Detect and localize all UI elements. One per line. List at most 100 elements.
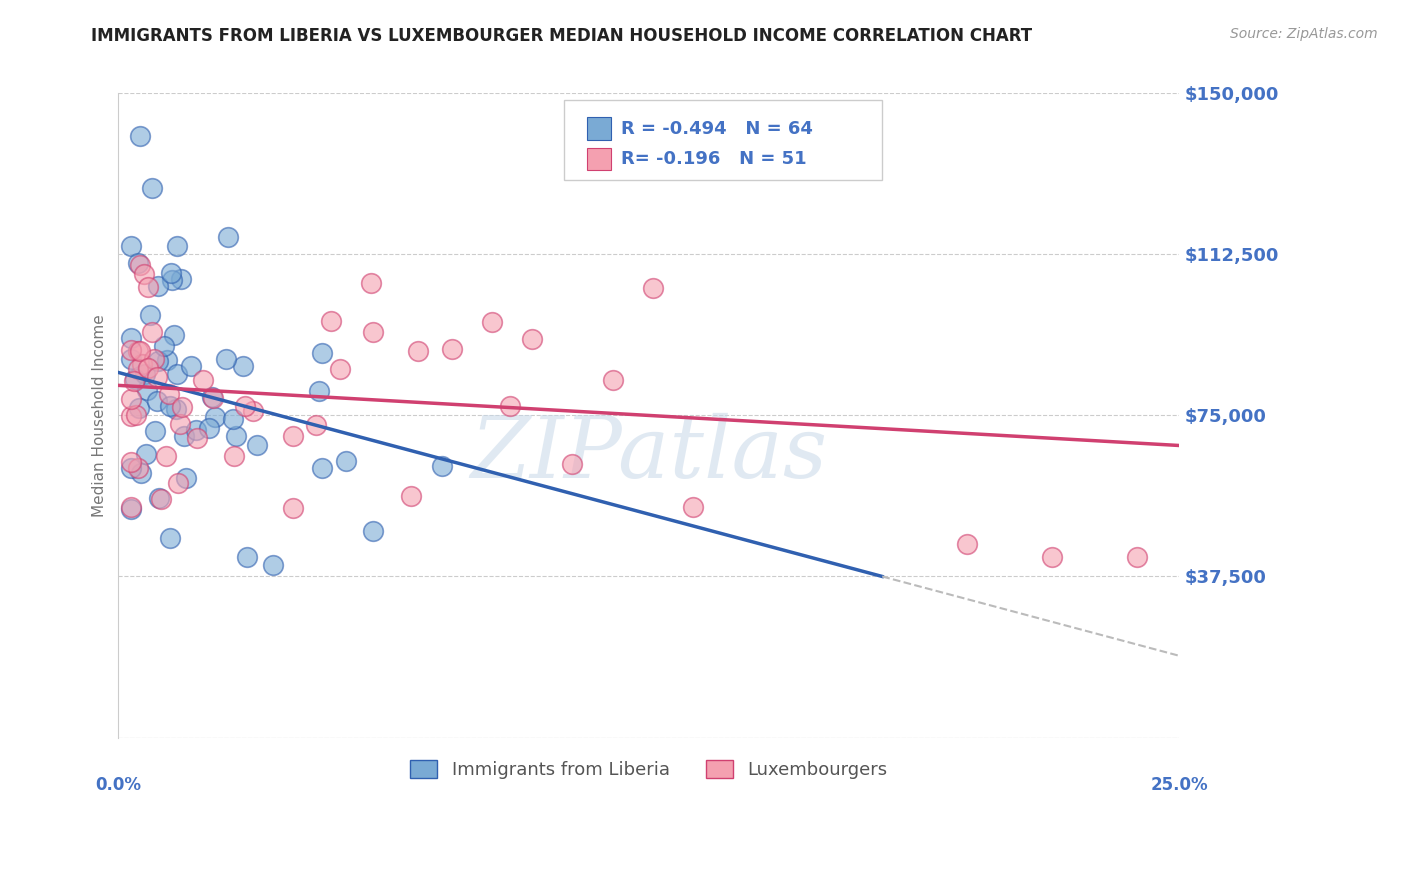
Point	[128, 129, 150, 144]
Point	[132, 267, 155, 281]
Y-axis label: Median Household Income: Median Household Income	[93, 314, 107, 516]
Point	[120, 409, 142, 423]
FancyBboxPatch shape	[588, 148, 610, 170]
Point	[127, 343, 149, 358]
Point	[602, 373, 624, 387]
Point	[146, 354, 169, 368]
Point	[150, 491, 173, 506]
Point	[166, 367, 188, 381]
Point	[361, 325, 384, 339]
Point	[159, 531, 181, 545]
Point	[432, 459, 454, 474]
Point	[215, 351, 238, 366]
Point	[127, 461, 149, 475]
Point	[232, 359, 254, 373]
Point	[329, 362, 352, 376]
Point	[134, 367, 156, 381]
FancyBboxPatch shape	[564, 100, 882, 180]
Point	[128, 401, 150, 416]
Point	[481, 315, 503, 329]
Point	[120, 343, 142, 357]
Point	[236, 550, 259, 565]
Point	[335, 453, 357, 467]
Text: ZIPatlas: ZIPatlas	[470, 413, 827, 495]
Point	[186, 431, 208, 445]
Point	[120, 500, 142, 515]
Point	[128, 344, 150, 359]
Point	[169, 417, 191, 431]
Point	[174, 470, 197, 484]
Point	[956, 537, 979, 551]
Point	[283, 428, 305, 442]
Point	[155, 449, 177, 463]
Point	[173, 429, 195, 443]
Point	[319, 314, 342, 328]
Point	[145, 369, 167, 384]
Point	[283, 500, 305, 515]
Point	[643, 281, 665, 295]
Point	[242, 404, 264, 418]
Point	[131, 357, 153, 371]
Text: IMMIGRANTS FROM LIBERIA VS LUXEMBOURGER MEDIAN HOUSEHOLD INCOME CORRELATION CHAR: IMMIGRANTS FROM LIBERIA VS LUXEMBOURGER …	[91, 27, 1032, 45]
Point	[308, 384, 330, 399]
Point	[141, 326, 163, 340]
Point	[124, 372, 146, 386]
Point	[561, 457, 583, 471]
Point	[361, 524, 384, 539]
Point	[124, 408, 146, 422]
Point	[305, 417, 328, 432]
Point	[180, 359, 202, 373]
Point	[120, 392, 142, 407]
Point	[222, 412, 245, 426]
Point	[682, 500, 704, 514]
Point	[170, 272, 193, 286]
Point	[136, 361, 159, 376]
Point	[204, 409, 226, 424]
Point	[136, 383, 159, 397]
Point	[165, 402, 187, 417]
Point	[120, 331, 142, 345]
Point	[166, 475, 188, 490]
Point	[217, 230, 239, 244]
Point	[186, 423, 208, 437]
Point	[120, 351, 142, 366]
Point	[142, 351, 165, 366]
Point	[159, 399, 181, 413]
Point	[120, 455, 142, 469]
Point	[201, 390, 224, 404]
FancyBboxPatch shape	[588, 117, 610, 140]
Point	[128, 258, 150, 272]
Point	[311, 460, 333, 475]
Text: R = -0.494   N = 64: R = -0.494 N = 64	[621, 120, 813, 137]
Point	[191, 373, 214, 387]
Point	[159, 266, 181, 280]
Point	[160, 273, 183, 287]
Point	[198, 421, 221, 435]
Point	[146, 394, 169, 409]
Text: Source: ZipAtlas.com: Source: ZipAtlas.com	[1230, 27, 1378, 41]
Point	[399, 489, 422, 503]
Point	[440, 342, 463, 356]
Text: 0.0%: 0.0%	[96, 776, 142, 794]
Point	[135, 447, 157, 461]
Point	[157, 387, 180, 401]
Point	[166, 238, 188, 252]
Point	[145, 424, 167, 438]
Point	[129, 466, 152, 480]
Point	[152, 339, 174, 353]
Point	[146, 279, 169, 293]
Point	[127, 361, 149, 376]
Point	[225, 429, 247, 443]
Point	[311, 345, 333, 359]
Point	[162, 328, 184, 343]
Point	[120, 461, 142, 475]
Point	[120, 502, 142, 516]
Point	[127, 256, 149, 270]
Point	[172, 400, 194, 414]
Legend: Immigrants from Liberia, Luxembourgers: Immigrants from Liberia, Luxembourgers	[404, 753, 894, 787]
Point	[224, 450, 246, 464]
Point	[139, 308, 162, 322]
Point	[122, 374, 145, 388]
Point	[136, 279, 159, 293]
Point	[1126, 550, 1149, 565]
